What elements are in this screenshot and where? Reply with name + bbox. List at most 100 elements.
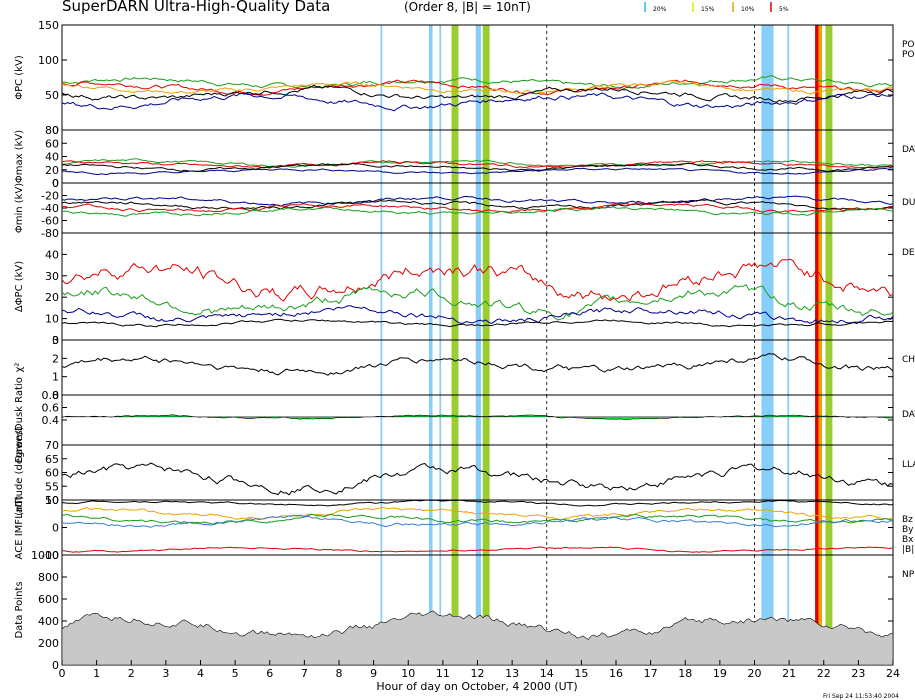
series-line-0-3: [61, 84, 894, 103]
panel-chi2: 0 1 2 3 χ² CH: [14, 334, 915, 402]
timestamp: Fri Sep 24 11:53:40 2004: [823, 693, 899, 700]
ylabel-latitude: Latitude (degrees): [14, 426, 25, 518]
ytick-label-8-2: 400: [38, 615, 59, 628]
xtick-label-21: 21: [782, 667, 796, 680]
xtick-label-9: 9: [370, 667, 377, 680]
right-label-7-1: By: [902, 525, 914, 535]
ytick-label-8-3: 600: [38, 593, 59, 606]
ytick-label-3-3: 30: [45, 270, 59, 283]
xtick-label-11: 11: [436, 667, 450, 680]
xtick-label-0: 0: [59, 667, 66, 680]
ytick-label-2-4: 0: [52, 177, 59, 190]
right-label-0-0: PO: [902, 40, 915, 50]
ytick-label-2-2: -40: [41, 202, 59, 215]
xtick-label-13: 13: [505, 667, 519, 680]
ytick-label-8-0: 0: [52, 659, 59, 672]
series-line-7-1: [61, 506, 894, 521]
panel-data_points: 0 200 400 600 800 1000 Data Points NP: [14, 549, 915, 672]
right-label-1-0: DAY: [902, 145, 915, 155]
xtick-label-19: 19: [713, 667, 727, 680]
band-9: [818, 25, 823, 665]
ytick-label-4-3: 3: [52, 334, 59, 347]
ytick-label-1-3: 60: [45, 137, 59, 150]
band-5: [482, 25, 490, 665]
ylabel-dawn_dusk_ratio: Dawn/Dusk Ratio: [14, 377, 25, 463]
xtick-label-5: 5: [232, 667, 239, 680]
series-line-3-3: [61, 318, 894, 328]
series-line-6-0: [61, 462, 894, 496]
xtick-label-14: 14: [540, 667, 554, 680]
series-line-2-0: [61, 195, 894, 207]
ytick-label-8-4: 800: [38, 571, 59, 584]
right-label-8-0: NP: [902, 570, 915, 580]
x-axis-label: Hour of day on October, 4 2000 (UT): [376, 680, 577, 693]
ytick-label-2-3: -20: [41, 190, 59, 203]
right-label-5-0: DAY: [902, 410, 915, 420]
chart-title: SuperDARN Ultra-High-Quality Data: [62, 0, 330, 15]
xtick-label-22: 22: [817, 667, 831, 680]
xtick-label-2: 2: [128, 667, 135, 680]
ytick-label-7-1: 0: [52, 522, 59, 535]
series-line-7-2: [61, 513, 894, 526]
xtick-label-10: 10: [401, 667, 415, 680]
legend-label-3: 5%: [779, 6, 789, 13]
highlight-bands: [380, 25, 833, 665]
series-area-5-0: [61, 414, 894, 420]
panel-delta_phi_pc: 0 10 20 30 40 ΔΦPC (kV) DE: [14, 232, 915, 347]
xtick-label-17: 17: [644, 667, 658, 680]
series-line-2-2: [61, 202, 894, 213]
series-area-8-0: [61, 610, 894, 666]
legend-label-2: 10%: [741, 6, 755, 13]
ytick-label-4-1: 1: [52, 371, 59, 384]
ytick-label-3-0: 0: [52, 334, 59, 347]
ytick-label-0-1: 50: [45, 89, 59, 102]
ytick-label-0-2: 100: [38, 54, 59, 67]
series-line-3-0: [61, 258, 894, 302]
legend-label-1: 15%: [701, 6, 715, 13]
ytick-label-5-0: 0.4: [42, 414, 60, 427]
ytick-label-6-0: 50: [45, 494, 59, 507]
right-label-7-2: Bx: [902, 535, 914, 545]
ytick-label-3-2: 20: [45, 291, 59, 304]
band-1: [429, 25, 433, 665]
xtick-label-23: 23: [851, 667, 865, 680]
ytick-label-1-4: 80: [45, 124, 59, 137]
ytick-label-5-1: 0.6: [42, 402, 60, 415]
band-8: [815, 25, 819, 665]
series-line-4-0: [61, 353, 894, 376]
ytick-label-3-4: 40: [45, 248, 59, 261]
ytick-label-8-1: 200: [38, 637, 59, 650]
x-axis: 0 1 2 3 4 5 6 7 8 9 10 11 12 13 14 15 16 17 18 19 20 21 22 23 24: [59, 660, 900, 680]
series-line-7-0: [61, 499, 894, 507]
band-3: [451, 25, 459, 665]
xtick-label-18: 18: [678, 667, 692, 680]
ytick-label-1-1: 20: [45, 164, 59, 177]
ytick-label-3-1: 10: [45, 313, 59, 326]
panel-phi_min: -80-60-40-200 Φmin (kV) DU: [14, 177, 915, 240]
ytick-label-4-2: 2: [52, 352, 59, 365]
ytick-label-2-1: -60: [41, 215, 59, 228]
xtick-label-6: 6: [266, 667, 273, 680]
right-label-6-0: LLA: [902, 460, 915, 470]
ylabel-phi_min: Φmin (kV): [14, 183, 25, 233]
xtick-label-3: 3: [162, 667, 169, 680]
xtick-label-8: 8: [336, 667, 343, 680]
legend: 20% 15% 10% 5%: [644, 2, 789, 13]
ytick-label-0-0: 0: [52, 124, 59, 137]
right-label-7-0: Bz: [902, 515, 913, 525]
band-2: [439, 25, 442, 665]
band-0: [380, 25, 383, 665]
series-line-2-3: [61, 206, 894, 217]
ylabel-delta_phi_pc: ΔΦPC (kV): [14, 261, 25, 312]
ylabel-phi_pc: ΦPC (kV): [14, 55, 25, 100]
legend-label-0: 20%: [653, 6, 667, 13]
xtick-label-7: 7: [301, 667, 308, 680]
series-line-0-1: [61, 79, 894, 96]
ytick-label-2-0: -80: [41, 227, 59, 240]
series-line-1-0: [61, 158, 894, 168]
series-line-0-2: [61, 80, 894, 95]
